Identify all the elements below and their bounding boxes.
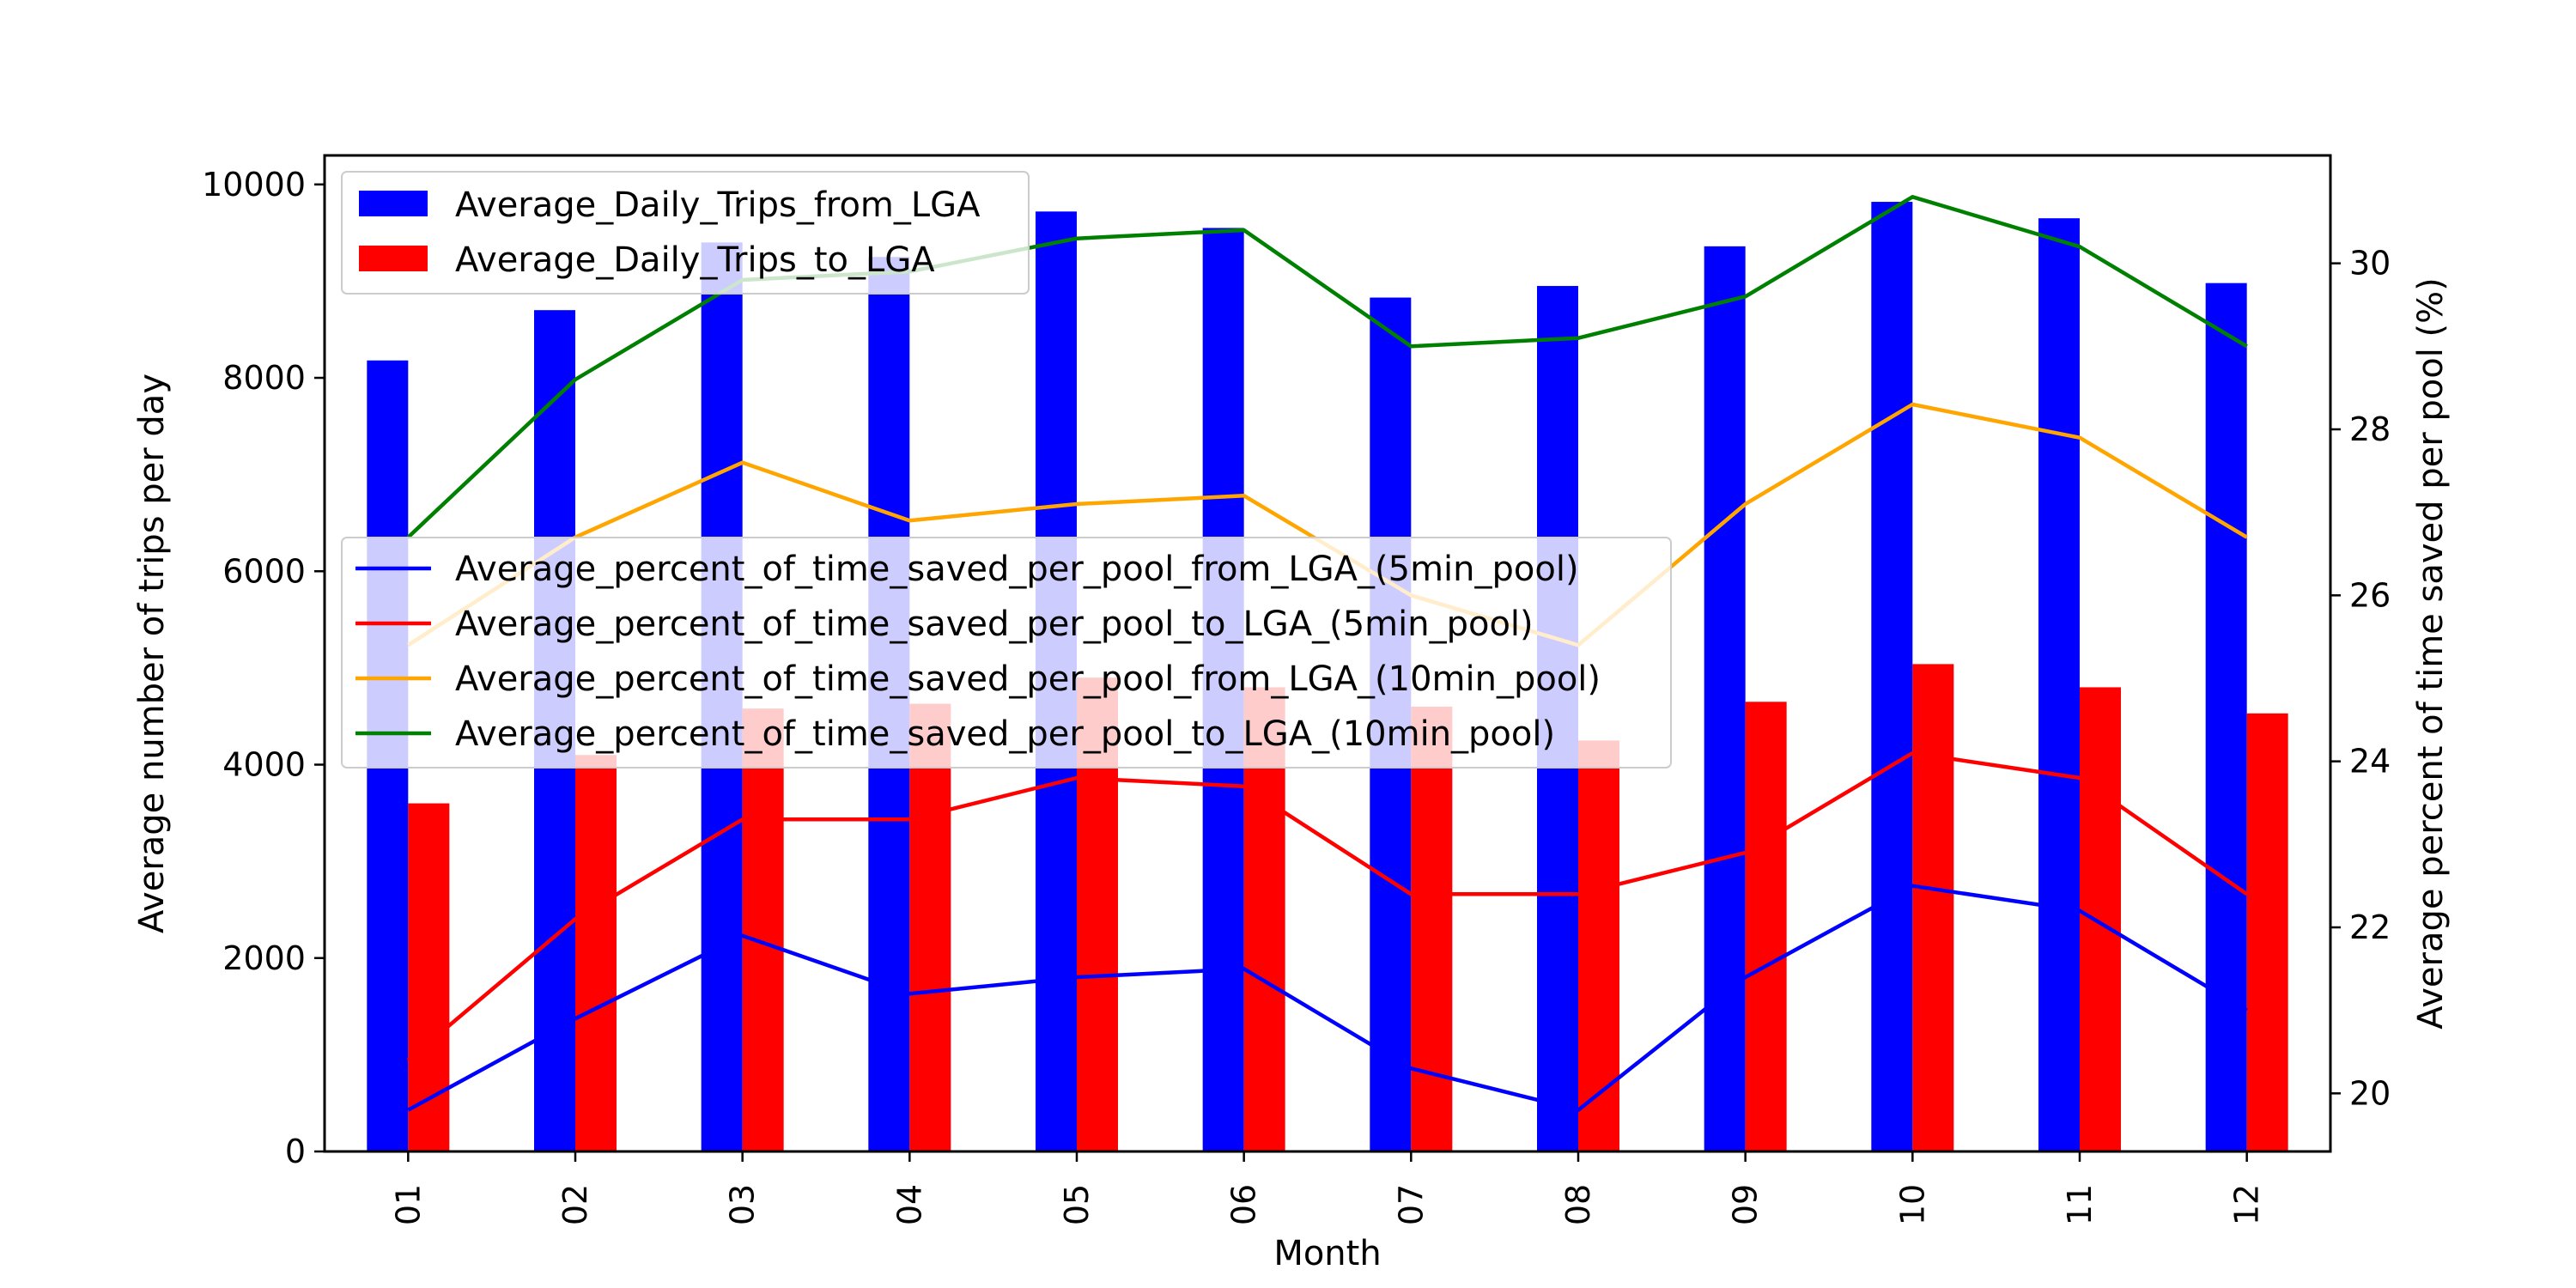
legend-label: Average_percent_of_time_saved_per_pool_f… — [455, 659, 1601, 699]
line-series-2 — [406, 750, 2248, 1062]
x-tick-label: 01 — [389, 1184, 427, 1225]
x-tick-label: 12 — [2228, 1184, 2266, 1225]
bar-to-lga — [575, 755, 617, 1151]
y2-tick-label: 26 — [2349, 576, 2391, 614]
x-tick-label: 08 — [1559, 1184, 1597, 1225]
bar-to-lga — [1745, 702, 1787, 1151]
legend-label: Average_Daily_Trips_from_LGA — [455, 185, 981, 225]
bar-from-lga — [2038, 218, 2080, 1152]
y-tick-label: 0 — [285, 1133, 306, 1170]
y2-tick-label: 28 — [2349, 410, 2391, 448]
x-tick-label: 03 — [724, 1184, 762, 1225]
plot-frame — [323, 154, 2332, 1153]
x-axis-label: Month — [1273, 1234, 1381, 1273]
legend-label: Average_percent_of_time_saved_per_pool_t… — [455, 714, 1555, 754]
x-tick-label: 07 — [1392, 1184, 1430, 1225]
y2-tick-label: 22 — [2349, 908, 2391, 946]
legend-box — [341, 537, 1672, 769]
x-tick-label: 05 — [1058, 1184, 1096, 1225]
x-tick-label: 11 — [2061, 1184, 2099, 1225]
y2-tick-label: 20 — [2349, 1074, 2391, 1112]
bar-from-lga — [1704, 246, 1746, 1152]
line-series-4 — [406, 195, 2248, 539]
y2-tick-label: 30 — [2349, 245, 2391, 283]
legend-label: Average_percent_of_time_saved_per_pool_f… — [455, 550, 1579, 589]
y-tick-label: 10000 — [202, 166, 306, 204]
x-tick-label: 02 — [556, 1184, 594, 1225]
y-axis-label: Average number of trips per day — [132, 374, 172, 933]
y-axis-right: 20 22 24 26 28 30 — [2330, 245, 2391, 1112]
legend-swatch — [359, 246, 428, 271]
bar-to-lga — [909, 703, 951, 1151]
legend-swatch — [359, 191, 428, 216]
y2-tick-label: 24 — [2349, 743, 2391, 781]
y-tick-label: 8000 — [222, 359, 306, 397]
y-tick-label: 2000 — [222, 939, 306, 977]
bar-to-lga — [742, 708, 784, 1151]
bar-from-lga — [2205, 283, 2247, 1152]
bar-to-lga — [408, 803, 450, 1151]
y-tick-label: 4000 — [222, 746, 306, 784]
y2-axis-label: Average percent of time saved per pool (… — [2411, 277, 2451, 1030]
x-tick-label: 10 — [1893, 1184, 1931, 1225]
legend-label: Average_percent_of_time_saved_per_pool_t… — [455, 605, 1534, 644]
y-axis-left: 0 2000 4000 6000 8000 10000 — [202, 166, 325, 1170]
bar-to-lga — [1411, 706, 1453, 1151]
x-axis: 01 02 03 04 05 06 07 08 09 10 11 12 — [389, 1151, 2266, 1225]
x-tick-label: 06 — [1225, 1184, 1263, 1225]
bar-to-lga — [1578, 740, 1619, 1151]
bar-to-lga — [2246, 713, 2288, 1151]
legend-bars: Average_Daily_Trips_from_LGA Average_Dail… — [341, 171, 1030, 295]
bar-to-lga — [2080, 687, 2121, 1151]
line-series-1 — [407, 884, 2248, 1112]
legend-label: Average_Daily_Trips_to_LGA — [455, 240, 935, 280]
bar-to-lga — [1912, 664, 1954, 1151]
legend-box — [341, 171, 1030, 295]
bar-from-lga — [1871, 202, 1913, 1152]
y-tick-label: 6000 — [222, 552, 306, 590]
x-tick-label: 04 — [890, 1184, 928, 1225]
legend-lines: Average_percent_of_time_saved_per_pool_f… — [341, 537, 1672, 769]
x-tick-label: 09 — [1727, 1184, 1765, 1225]
